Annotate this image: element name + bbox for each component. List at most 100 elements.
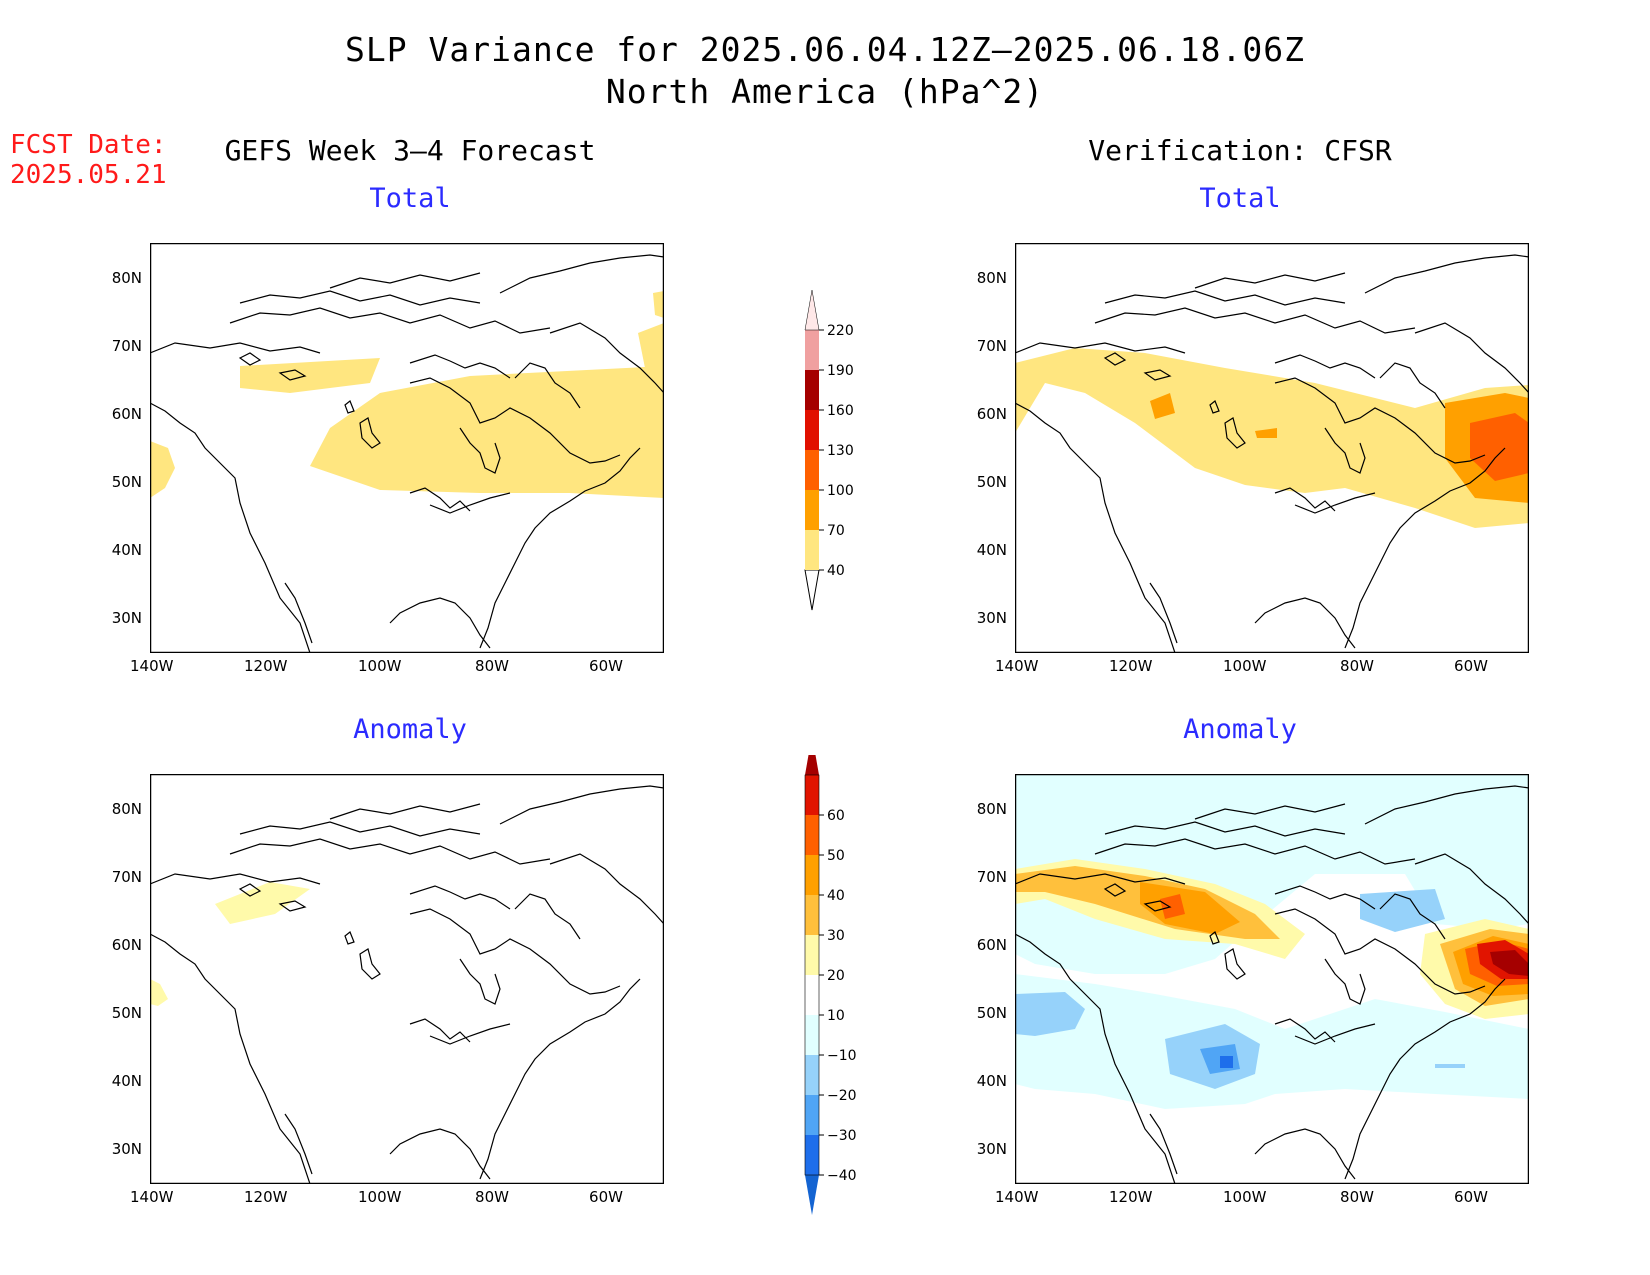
coastline-segment [1379,893,1446,940]
colorbar-swatch [805,450,819,490]
coastline-segment [1274,377,1486,464]
lon-tick-label: 120W [244,657,288,675]
coastline-segment [1094,307,1416,334]
colorbar-tick-label: −20 [827,1088,857,1104]
coastline-segment [1344,447,1506,649]
coastline-segment [150,933,311,1184]
coastline-segment [150,402,311,653]
lat-tick-label: 80N [111,800,142,818]
colorbar-tick-label: 130 [827,443,854,459]
lon-tick-label: 60W [589,657,623,675]
panel-label-fcst-total: Total [369,183,451,214]
colorbar-tick-label: −10 [827,1048,857,1064]
lon-tick-label: 140W [995,1188,1039,1206]
coastline-segment [429,492,511,514]
coastline-segment [359,417,381,449]
coastline-segment [229,307,551,334]
colorbar-tick-label: 30 [827,928,845,944]
column-title-forecast: GEFS Week 3–4 Forecast [224,134,596,167]
coastline-segment [1274,487,1336,512]
coastline-segment [238,352,262,366]
coastline-segment [1364,785,1529,825]
lon-tick-label: 100W [1223,657,1267,675]
coastline-segment [1274,908,1486,995]
map-frame [1015,774,1529,1184]
coastline-segment [549,322,664,394]
colorbar-tick-label: 160 [827,403,854,419]
lat-tick-label: 80N [976,269,1007,287]
lat-tick-label: 80N [111,269,142,287]
colorbar-tick-label: 10 [827,1008,845,1024]
lon-tick-label: 120W [244,1188,288,1206]
coastline-segment [344,400,355,414]
coastline-segment [1274,885,1376,910]
colorbar-swatch [805,815,819,855]
coastline-segment [1209,931,1220,945]
lon-tick-label: 80W [475,657,509,675]
coastline-fcst-anomaly [150,785,664,1184]
coastline-segment [1194,803,1346,820]
coastline-segment [344,931,355,945]
coastline-segment [389,1128,491,1180]
chart-subtitle: North America (hPa^2) [605,72,1045,111]
lon-tick-label: 60W [1454,657,1488,675]
coastline-segment [499,785,664,825]
coastline-fcst-total [150,254,664,653]
coastline-segment [1379,362,1446,409]
lon-tick-label: 60W [1454,1188,1488,1206]
lat-tick-label: 30N [111,1140,142,1158]
shading-fcst-anomaly [150,882,310,1006]
fcst-date-label: FCST Date: [10,130,167,160]
map-frame [150,774,664,1184]
map-cfsr-total [1015,243,1529,653]
lat-tick-label: 60N [111,936,142,954]
lat-tick-label: 40N [976,541,1007,559]
coastline-segment [150,873,321,885]
coastline-segment [1149,582,1178,644]
coastline-segment [150,342,321,354]
coastline-segment [229,838,551,865]
colorbar-swatch [805,935,819,975]
lat-tick-label: 30N [976,1140,1007,1158]
coastline-segment [459,958,501,1005]
shading-cfsr-total [1015,348,1529,528]
map-cfsr-anomaly [1015,774,1529,1184]
lat-tick-label: 50N [111,473,142,491]
coastline-segment [409,377,621,464]
coastline-segment [409,885,511,910]
coastline-segment [1324,958,1366,1005]
colorbar-tick-label: 20 [827,968,845,984]
coastline-segment [1414,322,1529,394]
lat-tick-label: 70N [111,337,142,355]
coastline-cfsr-anomaly [1015,785,1529,1184]
coastline-segment [479,447,641,649]
lat-tick-label: 60N [111,405,142,423]
lon-tick-label: 60W [589,1188,623,1206]
lat-tick-label: 50N [111,1004,142,1022]
coastline-segment [1094,838,1416,865]
map-fcst-anomaly [150,774,664,1184]
colorbar-tick-label: 100 [827,483,854,499]
lon-tick-label: 120W [1109,1188,1153,1206]
lat-tick-label: 40N [111,1072,142,1090]
coastline-segment [1209,400,1220,414]
coastline-segment [1103,352,1127,366]
lat-tick-label: 50N [976,473,1007,491]
colorbar-extension [805,1175,819,1215]
column-title-verification: Verification: CFSR [1088,134,1392,167]
coastline-segment [1254,1128,1356,1180]
coastline-segment [429,1023,511,1045]
coastline-segment [1015,402,1176,653]
coastline-segment [389,597,491,649]
colorbar-tick-label: 50 [827,848,845,864]
coastline-segment [479,978,641,1180]
coastline-segment [499,254,664,294]
chart-title: SLP Variance for 2025.06.04.12Z–2025.06.… [345,30,1305,69]
coastline-segment [514,362,581,409]
colorbar-swatch [805,490,819,530]
coastline-segment [1103,883,1127,897]
coastline-segment [1324,427,1366,474]
coastline-segment [409,354,511,379]
fcst-date-value: 2025.05.21 [10,160,167,190]
panel-label-cfsr-total: Total [1199,183,1281,214]
